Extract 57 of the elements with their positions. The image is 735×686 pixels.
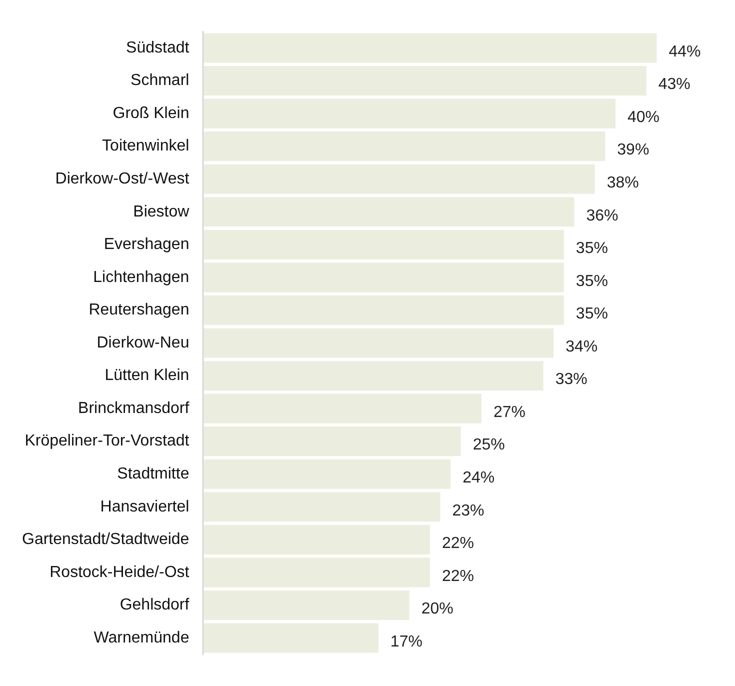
data-label: 33% (555, 371, 588, 388)
y-tick-label: Kröpeliner-Tor-Vorstadt (24, 432, 190, 450)
y-tick-label: Warnemünde (94, 629, 190, 646)
data-label: 35% (576, 272, 608, 290)
data-label: 23% (452, 502, 484, 520)
y-tick-label: Rostock-Heide/-Ost (50, 564, 190, 581)
y-tick-label: Südstadt (126, 39, 190, 56)
data-label: 35% (576, 306, 608, 323)
y-tick-label: Hansaviertel (100, 498, 190, 516)
bar (203, 295, 564, 326)
y-tick-label: Gartenstadt/Stadtweide (22, 531, 190, 548)
data-label: 22% (442, 568, 474, 585)
data-label: 25% (472, 436, 505, 454)
bar (203, 394, 482, 424)
bar (203, 623, 378, 653)
bar (203, 132, 606, 162)
y-tick-label: Gehlsdorf (120, 596, 190, 614)
bar (203, 328, 554, 358)
data-label: 20% (421, 600, 454, 618)
y-tick-label: Groß Klein (112, 104, 190, 122)
y-tick-label: Schmarl (130, 72, 190, 90)
bar (203, 230, 564, 260)
bar (203, 164, 595, 194)
data-label: 22% (442, 535, 474, 552)
bar (203, 262, 564, 292)
y-tick-label: Brinckmansdorf (78, 400, 190, 417)
y-tick-label: Biestow (133, 203, 190, 220)
bar (203, 524, 430, 554)
y-tick-label: Evershagen (104, 236, 190, 254)
bar (203, 98, 616, 128)
y-tick-label: Reutershagen (88, 302, 190, 319)
bar (203, 426, 461, 456)
bar (203, 590, 410, 620)
bar (203, 492, 440, 522)
data-label: 34% (566, 338, 598, 356)
y-tick-label: Lütten Klein (104, 367, 190, 384)
data-label: 44% (668, 43, 701, 60)
data-label: 39% (617, 142, 650, 159)
data-label: 38% (606, 174, 639, 192)
data-label: 24% (462, 470, 495, 487)
data-label: 36% (586, 207, 618, 224)
data-label: 17% (390, 633, 422, 650)
data-label: 40% (627, 108, 660, 126)
data-label: 27% (493, 404, 526, 421)
bar (203, 558, 430, 588)
bar (203, 197, 574, 227)
y-tick-label: Toitenwinkel (102, 138, 190, 155)
bar (203, 459, 451, 489)
y-tick-label: Stadtmitte (117, 466, 190, 483)
bar (203, 66, 646, 96)
data-label: 35% (576, 240, 608, 258)
y-tick-label: Lichtenhagen (93, 268, 190, 286)
bar (203, 33, 657, 63)
y-tick-label: Dierkow-Ost/-West (55, 170, 190, 188)
data-label: 43% (658, 76, 690, 94)
bar (203, 360, 544, 391)
y-tick-label: Dierkow-Neu (96, 334, 190, 352)
